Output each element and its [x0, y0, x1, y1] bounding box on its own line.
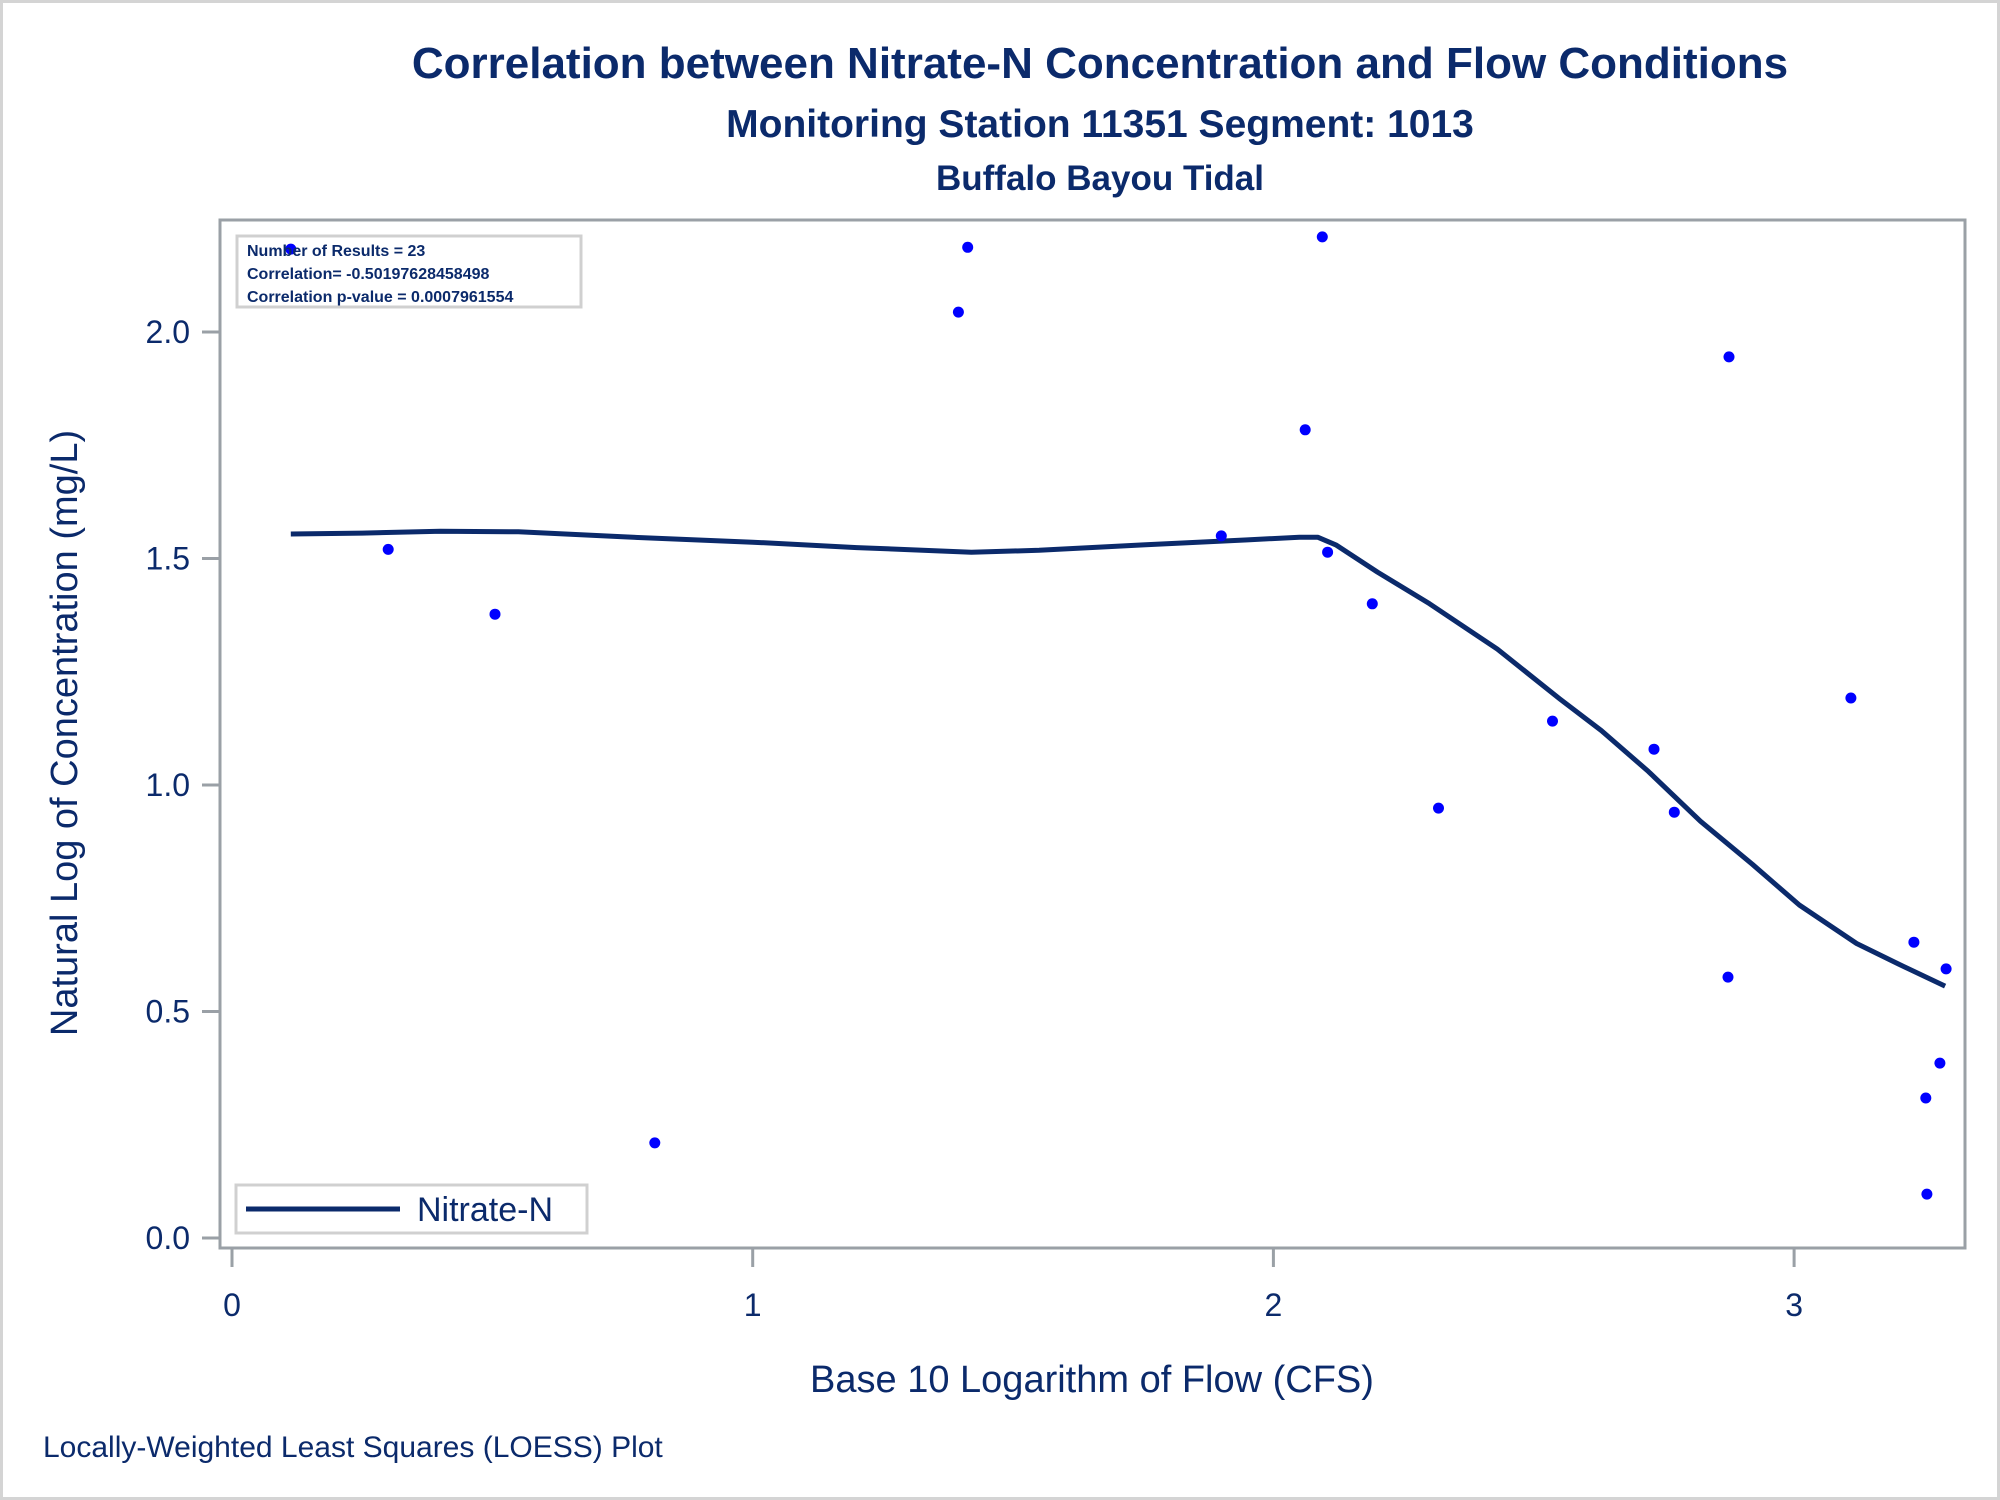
chart-subtitle: Monitoring Station 11351 Segment: 1013: [726, 103, 1474, 146]
data-point: [1299, 424, 1311, 436]
legend: Nitrate-N: [234, 1183, 589, 1235]
y-tick-label: 2.0: [146, 314, 190, 350]
data-point: [489, 608, 501, 620]
data-point: [1940, 963, 1952, 975]
data-point: [1668, 806, 1680, 818]
stats-line-correlation: Correlation= -0.50197628458498: [247, 266, 489, 283]
x-axis-label: Base 10 Logarithm of Flow (CFS): [810, 1359, 1374, 1401]
legend-label-nitrate-n: Nitrate-N: [417, 1191, 553, 1229]
x-tick-label: 1: [744, 1287, 762, 1323]
chart-subtitle-2: Buffalo Bayou Tidal: [936, 159, 1264, 198]
data-point: [1648, 743, 1660, 755]
data-point: [952, 306, 964, 318]
data-point: [1845, 692, 1857, 704]
loess-line-nitrate-n: [290, 528, 1947, 989]
stats-line-pvalue: Correlation p-value = 0.0007961554: [247, 289, 513, 306]
data-point: [1433, 802, 1444, 814]
points-layer: [285, 231, 1952, 1200]
data-point: [1366, 598, 1378, 610]
y-tick-label: 0.5: [146, 994, 190, 1030]
x-axis: 0 1 2 3: [223, 1248, 1803, 1323]
y-axis: 0.0 0.5 1.0 1.5 2.0: [146, 314, 220, 1256]
x-tick-label: 2: [1265, 1287, 1283, 1323]
x-tick-label: 3: [1785, 1287, 1803, 1323]
loess-layer: [290, 528, 1947, 989]
y-tick-label: 0.0: [146, 1220, 190, 1256]
y-axis-label: Natural Log of Concentration (mg/L): [44, 430, 86, 1036]
data-point: [1723, 351, 1735, 363]
data-point: [962, 241, 974, 253]
data-point: [1934, 1057, 1946, 1069]
data-point: [1920, 1092, 1932, 1104]
data-point: [1547, 715, 1558, 727]
data-point: [285, 243, 297, 255]
chart-title: Correlation between Nitrate-N Concentrat…: [412, 39, 1788, 88]
plot-frame: [218, 218, 1967, 1250]
y-tick-label: 1.5: [146, 541, 190, 577]
data-point: [649, 1137, 661, 1149]
data-point: [1722, 971, 1734, 983]
data-point: [1316, 231, 1328, 243]
data-point: [382, 543, 394, 555]
data-point: [1322, 546, 1334, 558]
data-point: [1215, 530, 1227, 542]
stats-line-results: Number of Results = 23: [247, 243, 425, 260]
y-tick-label: 1.0: [146, 767, 190, 803]
x-tick-label: 0: [223, 1287, 241, 1323]
stats-box: Number of Results = 23 Correlation= -0.5…: [235, 234, 583, 309]
stats-box-frame: [235, 234, 583, 309]
data-point: [1921, 1188, 1933, 1200]
data-point: [1908, 936, 1920, 948]
footnote: Locally-Weighted Least Squares (LOESS) P…: [43, 1431, 663, 1464]
